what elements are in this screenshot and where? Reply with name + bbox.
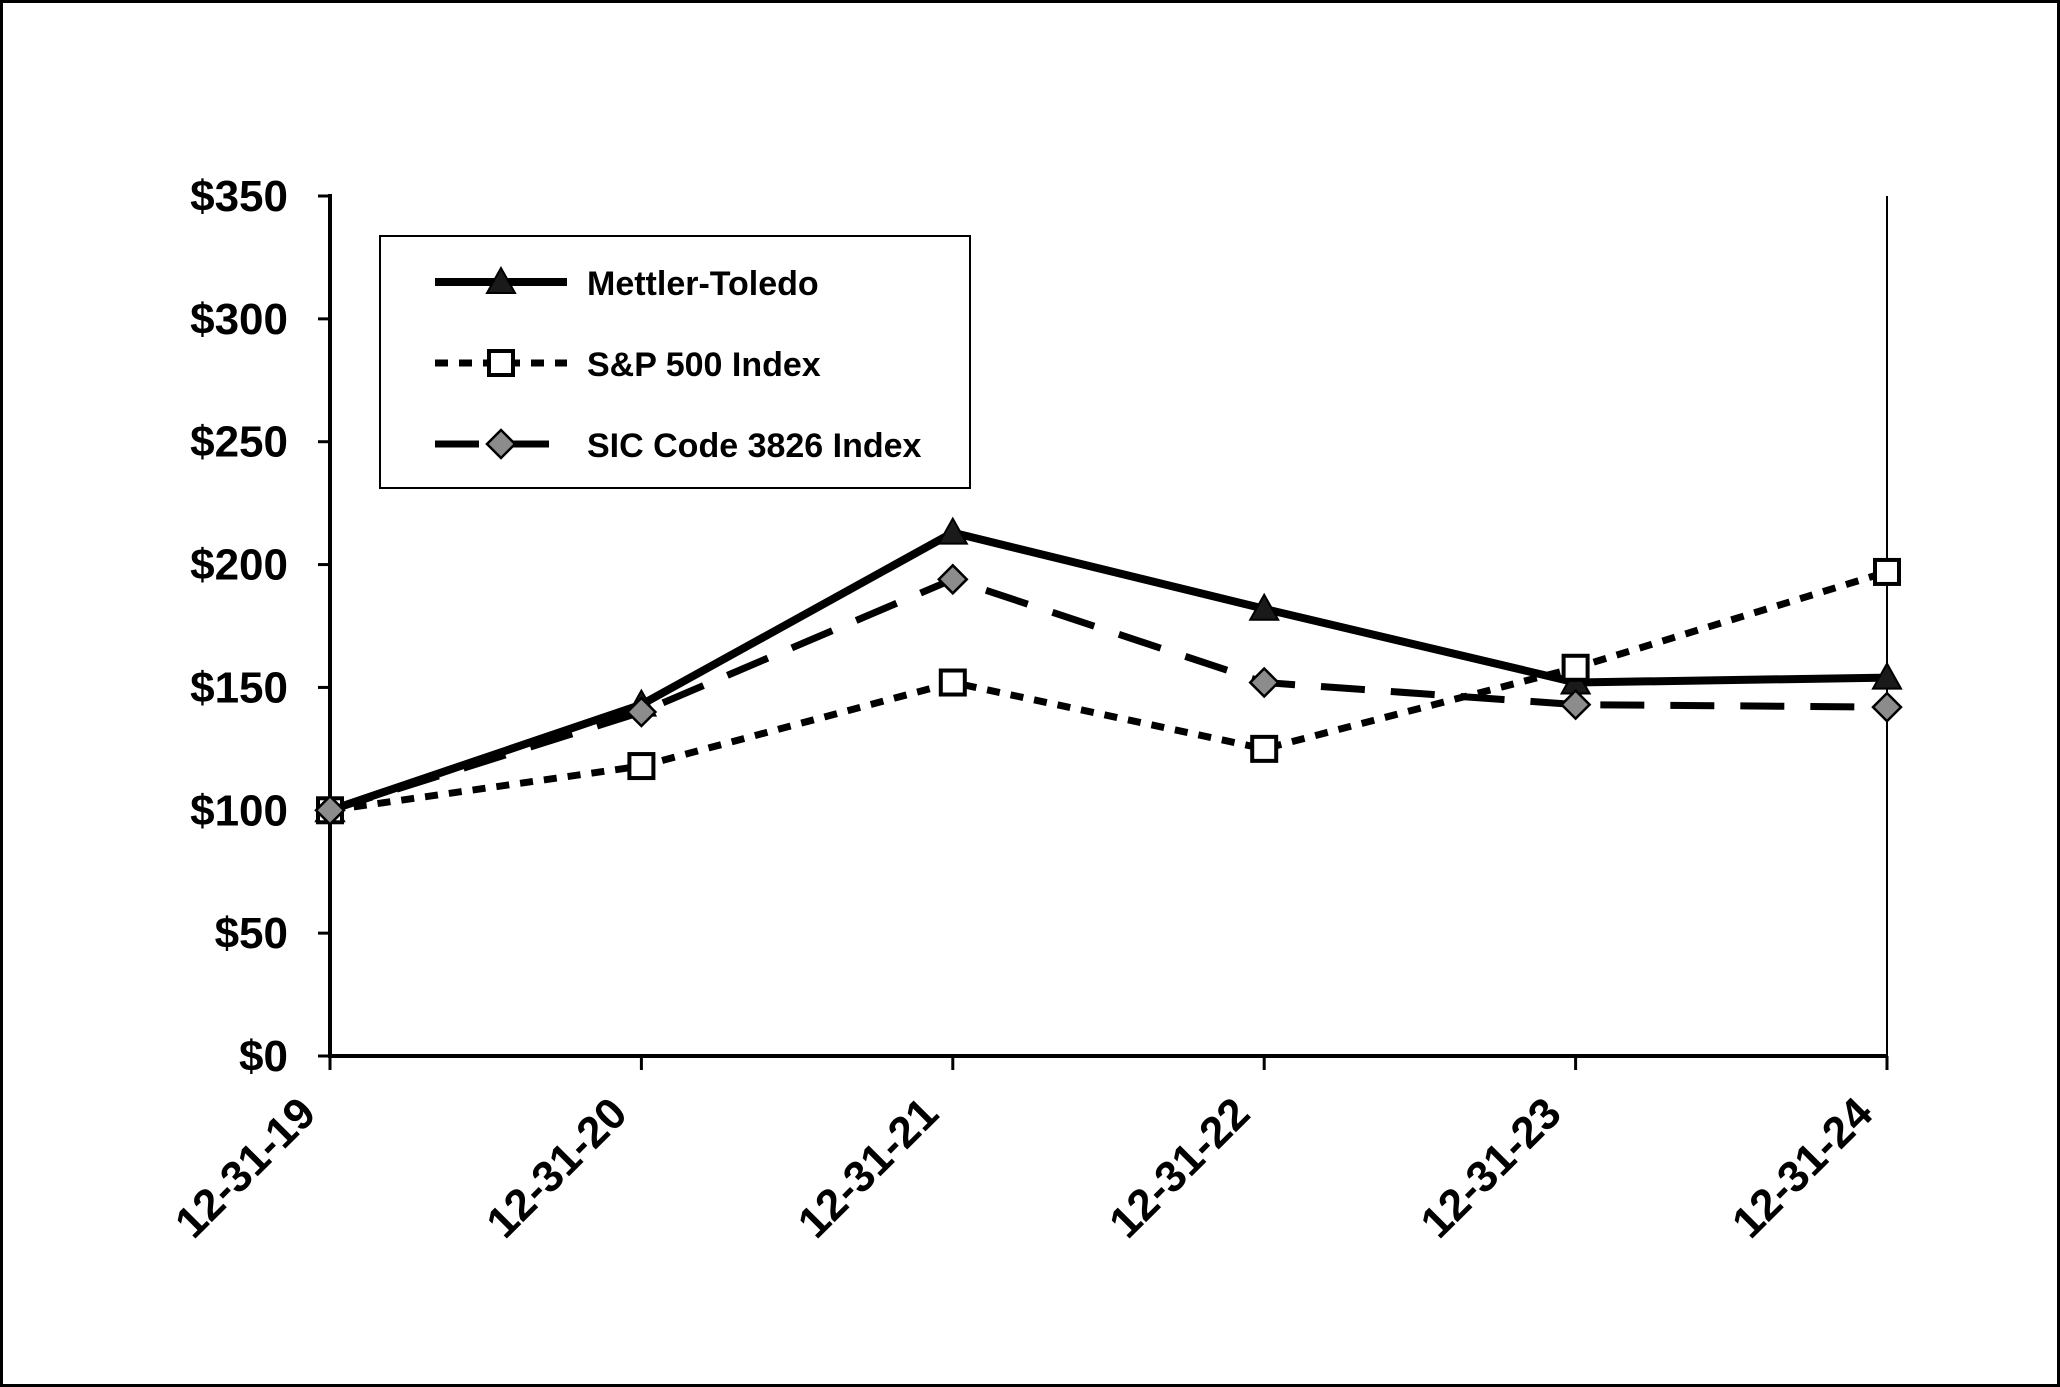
triangle-marker-icon	[937, 516, 969, 545]
x-tick-label: 12-31-20	[477, 1088, 636, 1247]
legend-label: Mettler-Toledo	[587, 265, 819, 303]
square-marker-icon	[487, 349, 515, 377]
diamond-marker-icon	[1871, 691, 1903, 723]
series-line	[328, 528, 1888, 815]
legend-label: SIC Code 3826 Index	[587, 427, 922, 465]
diamond-marker-icon	[625, 696, 658, 728]
series-line	[328, 575, 1888, 814]
x-tick-label: 12-31-22	[1100, 1088, 1259, 1247]
y-tick-label: $350	[190, 172, 288, 221]
x-tick-label: 12-31-19	[166, 1088, 325, 1247]
x-tick-label: 12-31-23	[1411, 1088, 1570, 1247]
legend-item-s-p-500-index: S&P 500 Index	[435, 346, 821, 384]
square-marker-icon	[1561, 653, 1590, 682]
square-marker-icon	[938, 668, 967, 697]
square-marker-icon	[627, 752, 656, 781]
legend: Mettler-Toledo S&P 500 Index SIC Code 3826…	[379, 235, 971, 489]
legend-item-sic-code-3826-index: SIC Code 3826 Index	[435, 427, 922, 465]
series-sic-code-3826-index	[314, 563, 1903, 827]
y-tick-label: $150	[190, 663, 288, 712]
diamond-marker-icon	[1248, 666, 1280, 699]
triangle-marker-icon	[1871, 661, 1903, 690]
y-tick-label: $250	[190, 418, 288, 467]
x-tick-label: 12-31-21	[789, 1088, 948, 1247]
diamond-marker-icon	[937, 563, 969, 596]
square-marker-icon	[1873, 557, 1901, 586]
diamond-marker-icon	[1559, 688, 1592, 721]
series-line	[329, 568, 1889, 814]
y-tick-label: $0	[239, 1032, 288, 1081]
legend-label: S&P 500 Index	[587, 346, 821, 384]
x-tick-label: 12-31-24	[1723, 1088, 1883, 1248]
diamond-marker-icon	[485, 428, 517, 460]
y-tick-label: $300	[190, 295, 288, 344]
y-tick-label: $100	[190, 786, 288, 835]
chart-svg: $0 $50 $100 $150 $200 $250 $300 $350 12-31-19 12-…	[166, 172, 1903, 1248]
legend-item-mettler-toledo: Mettler-Toledo	[435, 265, 819, 303]
series-s-p-500-index	[316, 557, 1901, 825]
y-tick-label: $200	[190, 541, 288, 590]
triangle-marker-icon	[1248, 592, 1280, 621]
triangle-marker-icon	[485, 265, 517, 294]
y-tick-label: $50	[215, 909, 288, 958]
diamond-marker-icon	[314, 794, 346, 827]
square-marker-icon	[1250, 734, 1279, 763]
